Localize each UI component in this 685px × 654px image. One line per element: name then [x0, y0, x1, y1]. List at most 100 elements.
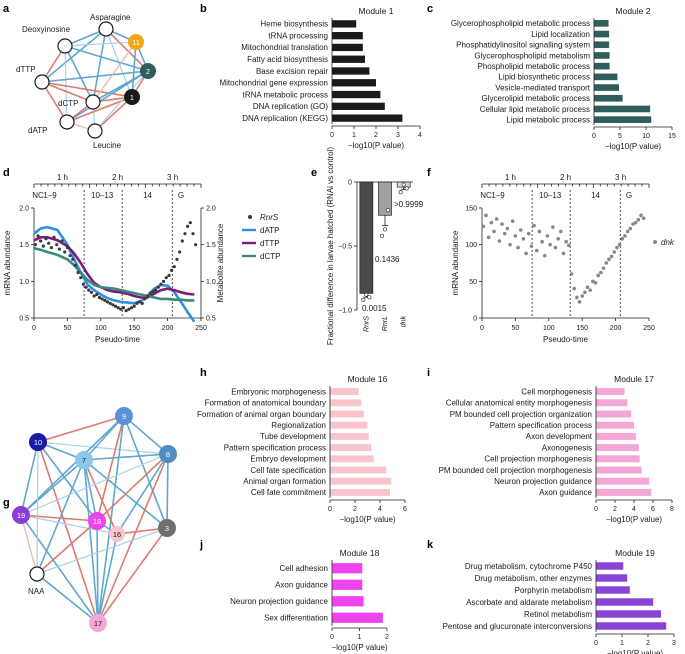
node-deoxyinosine [57, 38, 73, 54]
bar-regionalization [330, 421, 368, 429]
panel-letter-d: d [3, 167, 10, 179]
label-node-11: 11 [132, 38, 140, 47]
rnrs-point [148, 291, 152, 295]
rnrs-point [44, 237, 48, 241]
chart-title: Module 19 [615, 548, 655, 558]
time-mark-label: 1 h [57, 173, 68, 182]
dnk-point [625, 229, 630, 234]
rnrs-point [180, 239, 184, 243]
rnrs-point [119, 307, 123, 311]
bar-retinol-metabolism [596, 610, 661, 618]
x-axis-label: Pseudo-time [95, 335, 140, 344]
rnrs-point [124, 309, 128, 313]
bar-sex-differentiation [332, 612, 383, 623]
legend-marker-dnk [653, 240, 657, 244]
replicate-point [361, 297, 366, 302]
dnk-point [620, 237, 625, 241]
x-tick-label: 0 [328, 506, 332, 513]
dnk-point [532, 223, 536, 228]
bar-formation-of-anatomical-boundary [330, 399, 362, 407]
edge-n10-n17 [37, 441, 99, 624]
bar-fatty-acid-biosynthesis [332, 55, 365, 63]
chart-title: Module 2 [616, 6, 651, 16]
dnk-point [553, 245, 558, 250]
node-7 [75, 451, 93, 469]
rnrs-point [108, 301, 112, 305]
bar-pattern-specification-process [330, 444, 372, 452]
bar-glycerophospholipid-metabolic-process [594, 20, 609, 27]
rnrs-point [76, 270, 80, 275]
rnrs-point [73, 263, 78, 267]
dnk-point [615, 245, 619, 250]
rnrs-point [116, 306, 120, 310]
x-tick-label: 0 [594, 506, 598, 513]
x-tick-label: 6 [651, 506, 655, 513]
legend-label: RnrS [260, 213, 279, 222]
category-label: Cellular anatomical entity morphogenesis [446, 399, 592, 408]
y-axis-label: Fractional difference in larvae hatched … [326, 147, 335, 346]
label-dctp: dCTP [58, 99, 78, 108]
edge-n3-n17 [97, 527, 168, 624]
x-axis-label: −log10(P value) [605, 142, 661, 151]
bar-pentose-and-glucuronate-interconversions [596, 622, 667, 630]
x-tick-label: 150 [128, 325, 140, 332]
x-axis-label: −log10(P value) [339, 515, 395, 524]
bar-drug-metabolism-cytochrome-p450 [596, 562, 624, 570]
chart-module-17: Module 17 Cell morphogenesis Cellular anat… [439, 374, 674, 524]
y-tick-label: 100 [465, 242, 477, 249]
edge-n10-n19 [20, 441, 39, 516]
dnk-point [500, 222, 504, 226]
node-asparagine [98, 21, 114, 37]
replicate-point [379, 233, 384, 238]
rnrs-point [188, 221, 192, 225]
dnk-point [494, 217, 499, 221]
dnk-point [505, 226, 510, 231]
node-11 [128, 34, 144, 50]
legend-marker-rnrs [248, 215, 252, 219]
panel-letter-j: j [199, 539, 203, 551]
rnrs-point [175, 257, 179, 261]
edge-tt-m2 [41, 70, 149, 83]
category-label: Embryonic morphogenesis [231, 387, 326, 396]
rnrs-point [113, 304, 118, 308]
x-axis-label: Pseudo-time [543, 335, 588, 344]
bar-dna-replication-kegg [332, 114, 403, 122]
rnrs-point [137, 300, 142, 304]
rnrs-point [156, 285, 160, 289]
x-tick-label: 150 [576, 325, 588, 332]
rnrs-point [129, 306, 134, 310]
node-10 [29, 433, 47, 451]
rnrs-point [178, 250, 182, 254]
dnk-point [585, 285, 590, 290]
category-label: Drug metabolism, other enzymes [475, 574, 592, 583]
x-tick-label: 15 [668, 133, 676, 140]
bar-heme-biosynthesis [332, 20, 357, 28]
chart-title: Module 17 [614, 374, 654, 384]
dnk-point [593, 281, 598, 285]
node-leucine [87, 123, 103, 139]
edge-n10-n18 [37, 441, 98, 522]
rnrs-point [151, 290, 155, 294]
rnrs-point [57, 247, 61, 251]
bar-pm-bounded-cell-projection-organization [596, 410, 632, 418]
chart-title: Module 1 [359, 6, 394, 16]
dnk-point [529, 244, 534, 248]
label-node-2: 2 [146, 67, 150, 76]
dnk-point [556, 237, 560, 241]
replicate-point [404, 186, 409, 191]
dnk-point [508, 242, 512, 247]
x-tick-label: 3 [672, 640, 676, 647]
dnk-point [548, 242, 552, 247]
stage-label: 14 [143, 191, 152, 200]
rnrs-point [167, 273, 171, 278]
x-tick-label: 0 [330, 132, 334, 139]
x-tick-label: 250 [195, 325, 207, 332]
x-tick-label: 10 [642, 133, 650, 140]
edge-n3-naa [36, 527, 168, 575]
x-tick-label: 0 [330, 634, 334, 641]
node-3 [158, 519, 176, 537]
bar-axonogenesis [596, 444, 639, 452]
edge-de-m11 [64, 41, 137, 47]
category-label: Cell adhesion [280, 564, 328, 573]
bar-cellular-lipid-metabolic-process [594, 105, 651, 113]
